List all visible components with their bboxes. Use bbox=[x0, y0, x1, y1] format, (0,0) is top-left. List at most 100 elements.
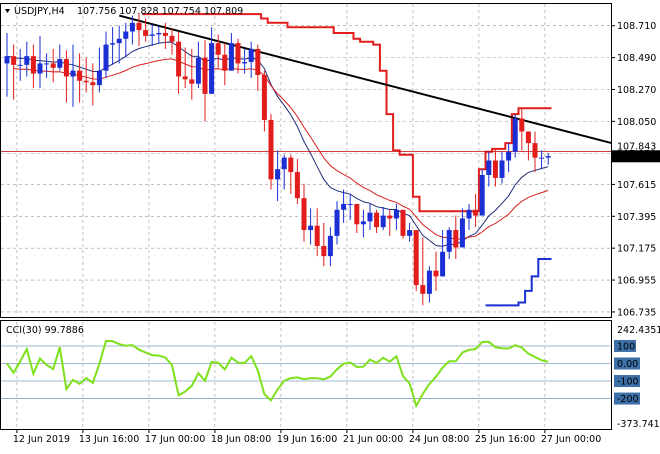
candle-body bbox=[149, 34, 155, 36]
grid bbox=[1, 4, 611, 429]
candle-body bbox=[440, 251, 446, 277]
blue-step-line bbox=[485, 258, 552, 307]
candle-body bbox=[327, 235, 333, 257]
main-plot-frame bbox=[0, 3, 612, 318]
candle-body bbox=[367, 212, 373, 222]
candle-body bbox=[63, 59, 69, 77]
candle-body bbox=[96, 70, 102, 86]
candle-body bbox=[83, 80, 89, 83]
candle-body bbox=[314, 225, 320, 246]
candle-body bbox=[473, 209, 479, 216]
candle-body bbox=[360, 221, 366, 225]
candle-body bbox=[255, 48, 261, 76]
candle-body bbox=[228, 43, 234, 71]
candle-body bbox=[123, 31, 129, 39]
candle-body bbox=[136, 22, 142, 31]
time-tick-label: 19 Jun 16:00 bbox=[277, 434, 337, 445]
candle-body bbox=[202, 57, 208, 94]
cci-level-box bbox=[614, 357, 640, 370]
cci-label: CCI(30) 99.7886 bbox=[6, 325, 84, 336]
price-tick-label: 107.395 bbox=[617, 212, 656, 223]
candle-body bbox=[182, 76, 188, 80]
red-moving-average-line bbox=[13, 58, 549, 240]
candle-body bbox=[341, 203, 347, 210]
candle-body bbox=[545, 156, 551, 158]
candle-body bbox=[235, 43, 241, 64]
candle-body bbox=[380, 215, 386, 228]
candle-body bbox=[242, 61, 248, 64]
candle-body bbox=[17, 64, 23, 66]
cci-line bbox=[6, 339, 549, 409]
candle-body bbox=[30, 56, 36, 74]
candle-body bbox=[308, 225, 314, 231]
candle-body bbox=[261, 75, 267, 120]
candle-body bbox=[420, 285, 426, 294]
time-tick-label: 18 Jun 08:00 bbox=[211, 434, 271, 445]
time-tick-label: 27 Jun 00:00 bbox=[541, 434, 601, 445]
candle-body bbox=[301, 198, 307, 231]
candle-body bbox=[486, 160, 492, 175]
candle-body bbox=[57, 59, 63, 68]
cci-level-box bbox=[614, 339, 636, 352]
candle-body bbox=[453, 230, 459, 248]
candles bbox=[4, 14, 551, 306]
candle-body bbox=[512, 118, 518, 152]
cci-level-label: 100 bbox=[617, 341, 635, 352]
candle-body bbox=[129, 22, 135, 32]
time-axis: 12 Jun 2019 13 Jun 16:00 17 Jun 00:00 18 Ju… bbox=[13, 429, 601, 445]
downward-trendline bbox=[118, 14, 612, 144]
candle-body bbox=[176, 41, 182, 77]
candle-body bbox=[4, 56, 10, 64]
candle-body bbox=[222, 54, 228, 71]
candle-body bbox=[103, 44, 109, 71]
candle-body bbox=[90, 82, 96, 86]
candle-body bbox=[195, 57, 201, 84]
candle-body bbox=[374, 212, 380, 228]
candle-body bbox=[479, 174, 485, 216]
candle-body bbox=[294, 172, 300, 199]
candle-body bbox=[347, 203, 353, 205]
current-price-label: 107.809 bbox=[618, 152, 657, 163]
candle-body bbox=[215, 43, 221, 55]
candle-body bbox=[433, 270, 439, 277]
time-tick-label: 12 Jun 2019 bbox=[13, 434, 70, 445]
price-tick-label: 108.050 bbox=[617, 117, 656, 128]
cci-scale-top: 242.4351 bbox=[617, 325, 660, 336]
candle-body bbox=[400, 209, 406, 236]
price-axis: 108.710108.490108.270108.050107.830107.6… bbox=[611, 21, 660, 318]
candle-body bbox=[275, 169, 281, 180]
ohlc-header: 107.756 107.828 107.754 107.809 bbox=[77, 6, 243, 17]
dropdown-triangle-icon[interactable] bbox=[5, 9, 10, 13]
time-tick-label: 24 Jun 08:00 bbox=[409, 434, 469, 445]
candle-body bbox=[492, 160, 498, 178]
time-tick-label: 13 Jun 16:00 bbox=[79, 434, 139, 445]
price-tick-label: 106.955 bbox=[617, 276, 656, 287]
candle-body bbox=[334, 209, 340, 236]
candle-body bbox=[156, 32, 162, 35]
price-tick-label: 108.490 bbox=[617, 53, 656, 64]
time-tick-label: 25 Jun 16:00 bbox=[475, 434, 535, 445]
cci-level-box bbox=[614, 392, 640, 405]
price-tick-label: 108.710 bbox=[617, 21, 656, 32]
candle-body bbox=[110, 43, 116, 45]
candle-body bbox=[539, 157, 545, 159]
candle-body bbox=[169, 35, 175, 42]
cci-indicator: 100 0.00 -100 -200 242.4351 -373.7418 bbox=[1, 325, 660, 430]
cci-level-label: -100 bbox=[617, 377, 639, 388]
candle-body bbox=[459, 218, 465, 248]
price-tick-label: 107.175 bbox=[617, 244, 656, 255]
price-tick-label: 108.270 bbox=[617, 85, 656, 96]
candle-body bbox=[162, 32, 168, 36]
candle-body bbox=[525, 131, 531, 144]
cci-scale-bottom: -373.7418 bbox=[617, 419, 660, 430]
candle-body bbox=[143, 30, 149, 36]
bid-price-label: 107.843 bbox=[617, 141, 656, 152]
candle-body bbox=[519, 118, 525, 132]
candle-body bbox=[50, 63, 56, 68]
candle-body bbox=[446, 230, 452, 252]
candle-body bbox=[209, 43, 215, 94]
candle-body bbox=[354, 203, 360, 225]
candle-body bbox=[407, 230, 413, 236]
